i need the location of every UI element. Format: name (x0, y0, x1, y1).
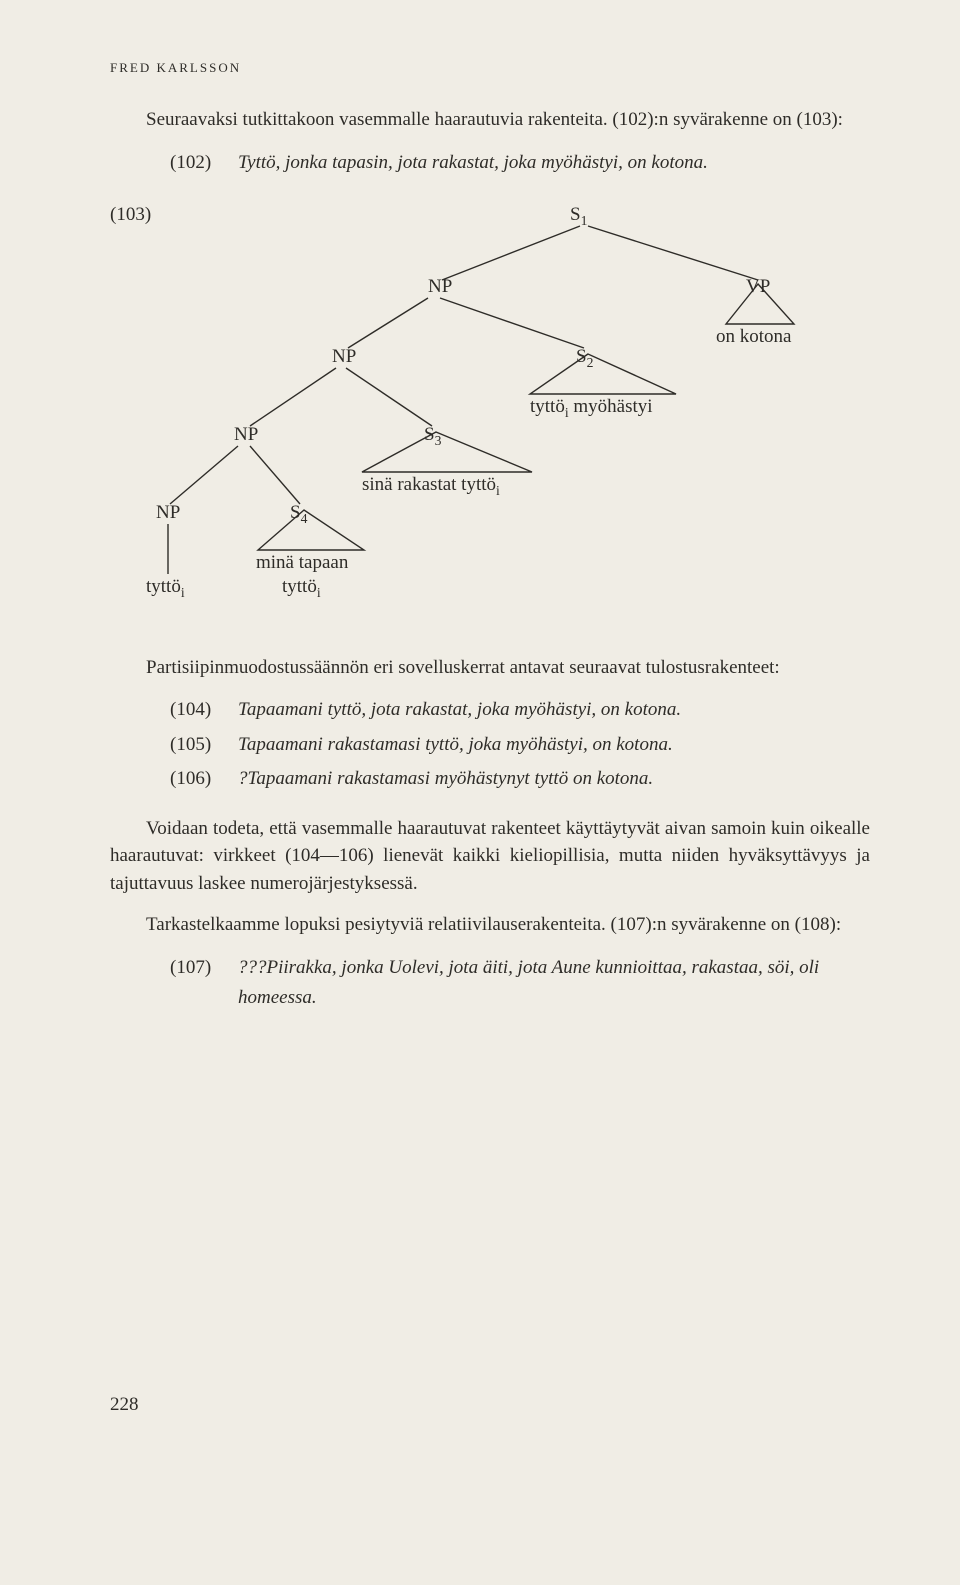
example-sentence: Tyttö, jonka tapasin, jota rakastat, jok… (238, 148, 708, 178)
example-row: (105) Tapaamani rakastamasi tyttö, joka … (170, 730, 870, 760)
syntax-tree: (103) (110, 198, 870, 628)
running-head: FRED KARLSSON (110, 60, 870, 76)
example-107: (107) ???Piirakka, jonka Uolevi, jota äi… (170, 953, 870, 1014)
example-number: (104) (170, 695, 222, 725)
example-number: (106) (170, 764, 222, 794)
node-s3: S3 (424, 424, 441, 449)
leaf-s3: sinä rakastat tyttöi (362, 474, 500, 499)
example-row: (104) Tapaamani tyttö, jota rakastat, jo… (170, 695, 870, 725)
leaf-s4a: minä tapaan (256, 552, 348, 574)
example-sentence: Tapaamani tyttö, jota rakastat, joka myö… (238, 695, 681, 725)
example-number: (105) (170, 730, 222, 760)
node-s2: S2 (576, 346, 593, 371)
mid-para: Partisiipinmuodostussäännön eri sovellus… (110, 654, 870, 682)
node-s1: S1 (570, 204, 587, 229)
page-number: 228 (110, 1394, 870, 1416)
example-row: (106) ?Tapaamani rakastamasi myöhästynyt… (170, 764, 870, 794)
intro-para: Seuraavaksi tutkittakoon vasemmalle haar… (110, 106, 870, 134)
page: FRED KARLSSON Seuraavaksi tutkittakoon v… (0, 0, 960, 1456)
tree-edges-svg (110, 198, 870, 628)
example-sentence: ?Tapaamani rakastamasi myöhästynyt tyttö… (238, 764, 653, 794)
example-sentence: ???Piirakka, jonka Uolevi, jota äiti, jo… (238, 953, 870, 1014)
leaf-s4b: tyttöi (282, 576, 321, 601)
node-s4: S4 (290, 502, 307, 527)
node-np4: NP (156, 502, 180, 524)
leaf-s2: tyttöi myöhästyi (530, 396, 653, 421)
para-2: Voidaan todeta, että vasemmalle haarautu… (110, 815, 870, 898)
example-number: (102) (170, 148, 222, 178)
node-np3: NP (234, 424, 258, 446)
node-vp: VP (746, 276, 770, 298)
example-sentence: Tapaamani rakastamasi tyttö, joka myöhäs… (238, 730, 673, 760)
para-3: Tarkastelkaamme lopuksi pesiytyviä relat… (110, 911, 870, 939)
example-102: (102) Tyttö, jonka tapasin, jota rakasta… (170, 148, 870, 178)
node-np2: NP (332, 346, 356, 368)
leaf-np5: tyttöi (146, 576, 185, 601)
examples-104-106: (104) Tapaamani tyttö, jota rakastat, jo… (170, 695, 870, 794)
node-np1: NP (428, 276, 452, 298)
leaf-vp: on kotona (716, 326, 791, 348)
example-number: (107) (170, 953, 222, 1014)
